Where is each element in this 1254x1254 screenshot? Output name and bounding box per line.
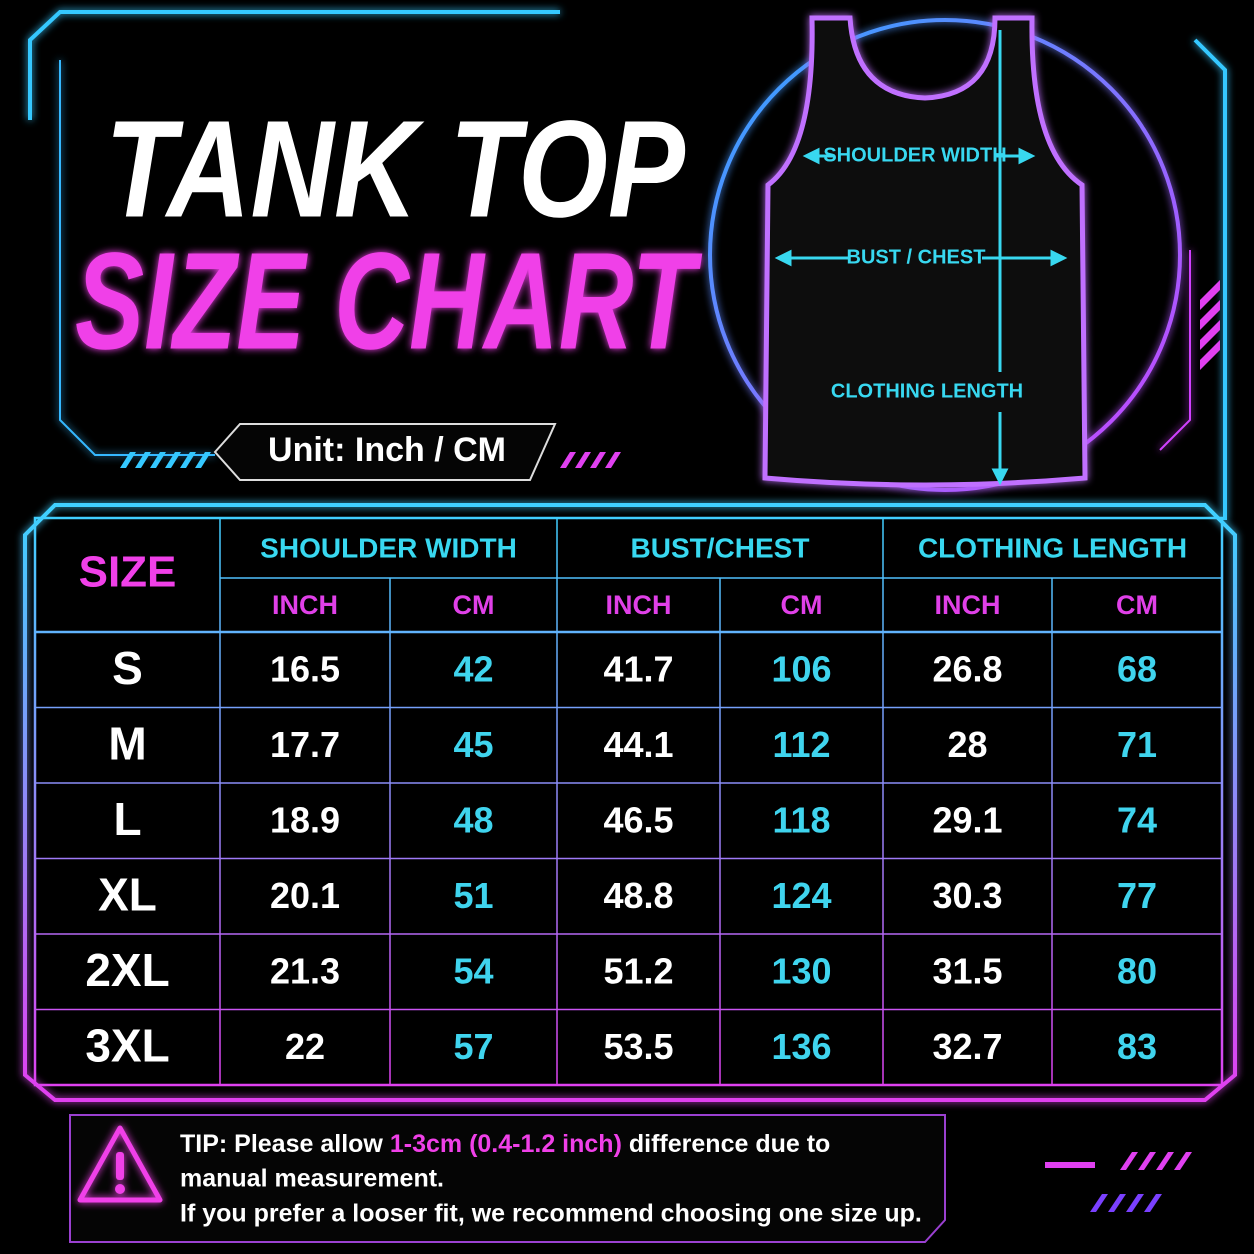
stripes-right bbox=[560, 280, 1220, 468]
inch-cell: 48.8 bbox=[603, 875, 673, 916]
inch-cell: 51.2 bbox=[603, 950, 673, 991]
cm-cell: 80 bbox=[1117, 950, 1157, 991]
cm-cell: 45 bbox=[453, 724, 493, 765]
cm-cell: 136 bbox=[771, 1026, 831, 1067]
bust-label: BUST / CHEST bbox=[847, 246, 986, 268]
cm-cell: 68 bbox=[1117, 648, 1157, 689]
group-header: BUST/CHEST bbox=[631, 532, 810, 563]
unit-box bbox=[213, 423, 557, 481]
tip-box bbox=[69, 1114, 946, 1243]
table-outer-frame bbox=[23, 503, 1237, 1102]
inch-cell: 41.7 bbox=[603, 648, 673, 689]
stripes-bottom bbox=[1045, 1152, 1192, 1170]
length-label: CLOTHING LENGTH bbox=[831, 380, 1023, 402]
size-header: SIZE bbox=[79, 548, 177, 597]
cm-cell: 118 bbox=[772, 799, 830, 840]
cm-cell: 54 bbox=[453, 950, 493, 991]
inch-cell: 46.5 bbox=[603, 799, 673, 840]
inch-cell: 16.5 bbox=[270, 648, 340, 689]
inch-cell: 30.3 bbox=[932, 875, 1002, 916]
inch-cell: 26.8 bbox=[932, 648, 1002, 689]
stripes-bottom-2 bbox=[1090, 1194, 1162, 1212]
size-cell: L bbox=[113, 793, 141, 845]
title-line2: SIZE CHART bbox=[75, 224, 702, 378]
group-header: SHOULDER WIDTH bbox=[260, 532, 517, 563]
tip-line3: If you prefer a looser fit, we recommend… bbox=[180, 1200, 922, 1228]
size-cell: 3XL bbox=[85, 1019, 169, 1071]
title-line1: TANK TOP bbox=[105, 92, 686, 246]
unit-header: INCH bbox=[606, 590, 672, 620]
tip-line2: manual measurement. bbox=[180, 1165, 444, 1193]
tip-line1: TIP: Please allow 1-3cm (0.4-1.2 inch) dif… bbox=[180, 1130, 830, 1158]
unit-label: Unit: Inch / CM bbox=[268, 431, 506, 469]
inch-cell: 32.7 bbox=[932, 1026, 1002, 1067]
cm-cell: 74 bbox=[1117, 799, 1157, 840]
tip-highlight: 1-3cm (0.4-1.2 inch) bbox=[390, 1130, 622, 1158]
tank-top-illustration bbox=[762, 15, 1088, 488]
size-cell: 2XL bbox=[85, 944, 169, 996]
cm-cell: 42 bbox=[453, 648, 493, 689]
table-inner-frame bbox=[33, 516, 1224, 1087]
size-table: SIZE SHOULDER WIDTH BUST/CHEST CLOTHING LEN… bbox=[33, 516, 1224, 1087]
group-header: CLOTHING LENGTH bbox=[918, 532, 1187, 563]
measure-arrows bbox=[774, 30, 1068, 486]
cm-cell: 48 bbox=[453, 799, 493, 840]
garment-circle bbox=[708, 18, 1182, 492]
cm-cell: 130 bbox=[771, 950, 831, 991]
inch-cell: 22 bbox=[285, 1026, 325, 1067]
cm-cell: 106 bbox=[771, 648, 831, 689]
cm-cell: 77 bbox=[1117, 875, 1157, 916]
unit-header: INCH bbox=[272, 590, 338, 620]
inch-cell: 18.9 bbox=[270, 799, 340, 840]
inch-cell: 29.1 bbox=[932, 799, 1002, 840]
shoulder-label: SHOULDER WIDTH bbox=[823, 144, 1006, 166]
inch-cell: 44.1 bbox=[603, 724, 673, 765]
unit-header: INCH bbox=[935, 590, 1001, 620]
inch-cell: 21.3 bbox=[270, 950, 340, 991]
cm-cell: 51 bbox=[453, 875, 493, 916]
cm-cell: 124 bbox=[771, 875, 831, 916]
inch-cell: 20.1 bbox=[270, 875, 340, 916]
size-cell: XL bbox=[98, 868, 157, 920]
warning-icon bbox=[77, 1125, 163, 1203]
cm-cell: 57 bbox=[453, 1026, 493, 1067]
inch-cell: 31.5 bbox=[932, 950, 1002, 991]
unit-header: CM bbox=[781, 590, 823, 620]
size-cell: S bbox=[112, 642, 143, 694]
cm-cell: 71 bbox=[1117, 724, 1157, 765]
inch-cell: 28 bbox=[947, 724, 987, 765]
tip-prefix: TIP: Please allow bbox=[180, 1130, 383, 1158]
cm-cell: 112 bbox=[772, 724, 830, 765]
unit-header: CM bbox=[453, 590, 495, 620]
unit-header: CM bbox=[1116, 590, 1158, 620]
inch-cell: 53.5 bbox=[603, 1026, 673, 1067]
tip-line1-end: difference due to bbox=[629, 1130, 830, 1158]
cm-cell: 83 bbox=[1117, 1026, 1157, 1067]
inch-cell: 17.7 bbox=[270, 724, 340, 765]
size-cell: M bbox=[108, 717, 146, 769]
top-frame bbox=[28, 10, 1227, 520]
stripes-left bbox=[120, 452, 211, 468]
